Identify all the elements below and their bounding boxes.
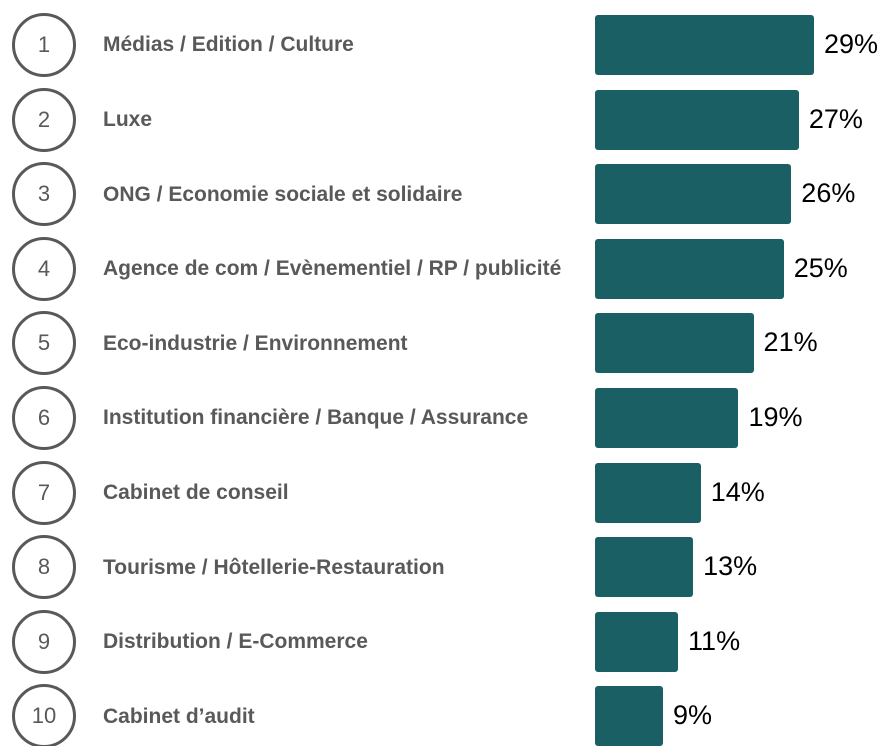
rank-circle: 6 xyxy=(12,386,76,450)
rank-circle: 3 xyxy=(12,162,76,227)
category-label: Agence de com / Evènementiel / RP / publ… xyxy=(103,257,562,281)
category-label: Tourisme / Hôtellerie-Restauration xyxy=(103,555,445,579)
bar xyxy=(595,611,679,672)
bar xyxy=(595,462,701,523)
bar xyxy=(595,15,814,75)
category-label: Luxe xyxy=(103,107,153,131)
rank-circle: 7 xyxy=(12,460,76,525)
bar xyxy=(595,537,694,598)
value-label: 14% xyxy=(710,476,765,507)
value-label: 29% xyxy=(823,29,878,59)
value-label: 9% xyxy=(672,700,712,731)
bar xyxy=(595,388,739,448)
rank-circle: 1 xyxy=(12,13,76,77)
category-label: Cabinet d’audit xyxy=(103,704,255,728)
value-label: 11% xyxy=(688,625,741,656)
category-label: Institution financière / Banque / Assura… xyxy=(103,406,529,430)
rank-circle: 5 xyxy=(12,311,76,376)
rank-circle: 4 xyxy=(12,236,76,301)
bar xyxy=(595,164,792,225)
value-label: 13% xyxy=(703,551,758,582)
category-label: Distribution / E-Commerce xyxy=(103,630,368,654)
rank-circle: 9 xyxy=(12,609,76,674)
category-label: Cabinet de conseil xyxy=(103,480,289,504)
rank-circle: 10 xyxy=(12,684,76,746)
category-label: ONG / Economie sociale et solidaire xyxy=(103,182,463,206)
bar xyxy=(595,238,784,299)
category-label: Médias / Edition / Culture xyxy=(103,33,354,57)
rank-circle: 8 xyxy=(12,535,76,600)
value-label: 19% xyxy=(748,402,803,432)
value-label: 27% xyxy=(808,103,863,134)
value-label: 21% xyxy=(763,327,818,358)
bar xyxy=(595,313,754,374)
value-label: 25% xyxy=(793,252,848,283)
rank-circle: 2 xyxy=(12,87,76,152)
value-label: 26% xyxy=(801,178,856,209)
bar xyxy=(595,89,799,150)
bar xyxy=(595,686,663,746)
category-label: Eco-industrie / Environnement xyxy=(103,331,408,355)
